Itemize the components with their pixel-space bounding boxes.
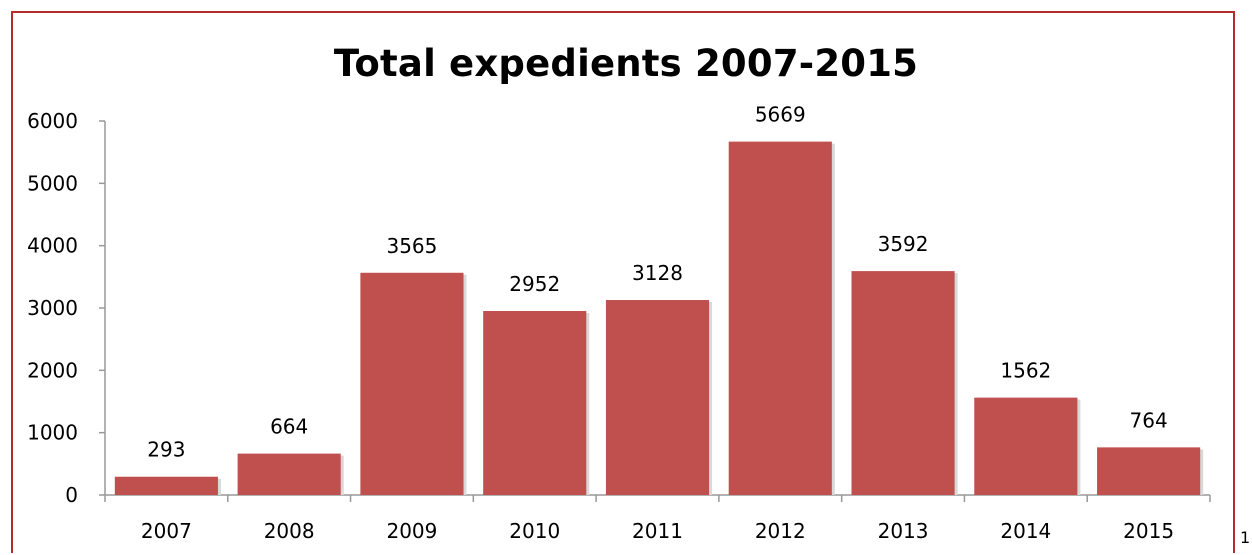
data-label: 2952 bbox=[509, 272, 560, 296]
x-tick-label: 2015 bbox=[1123, 519, 1174, 543]
data-label: 5669 bbox=[755, 103, 806, 127]
bar bbox=[851, 271, 954, 495]
y-tick-label: 2000 bbox=[27, 358, 78, 382]
data-label: 3592 bbox=[878, 232, 929, 256]
bar bbox=[729, 142, 832, 495]
data-label: 3128 bbox=[632, 261, 683, 285]
bar bbox=[483, 311, 586, 495]
bar bbox=[360, 273, 463, 495]
x-tick-label: 2013 bbox=[878, 519, 929, 543]
x-tick-label: 2008 bbox=[264, 519, 315, 543]
y-tick-label: 1000 bbox=[27, 421, 78, 445]
y-tick-label: 4000 bbox=[27, 234, 78, 258]
data-label: 664 bbox=[270, 415, 308, 439]
y-tick-label: 3000 bbox=[27, 296, 78, 320]
x-tick-label: 2007 bbox=[141, 519, 192, 543]
y-tick-label: 6000 bbox=[27, 109, 78, 133]
bar bbox=[1097, 447, 1200, 495]
data-label: 293 bbox=[147, 438, 185, 462]
bar bbox=[238, 454, 341, 495]
bar bbox=[606, 300, 709, 495]
y-tick-label: 5000 bbox=[27, 171, 78, 195]
x-tick-label: 2010 bbox=[509, 519, 560, 543]
page-number: 1 bbox=[1240, 528, 1250, 547]
x-tick-label: 2009 bbox=[386, 519, 437, 543]
data-label: 1562 bbox=[1000, 359, 1051, 383]
y-tick-label: 0 bbox=[65, 483, 78, 507]
x-tick-label: 2012 bbox=[755, 519, 806, 543]
x-tick-label: 2011 bbox=[632, 519, 683, 543]
data-label: 764 bbox=[1130, 408, 1168, 432]
bar bbox=[974, 398, 1077, 495]
bar bbox=[115, 477, 218, 495]
data-label: 3565 bbox=[386, 234, 437, 258]
x-tick-label: 2014 bbox=[1000, 519, 1051, 543]
